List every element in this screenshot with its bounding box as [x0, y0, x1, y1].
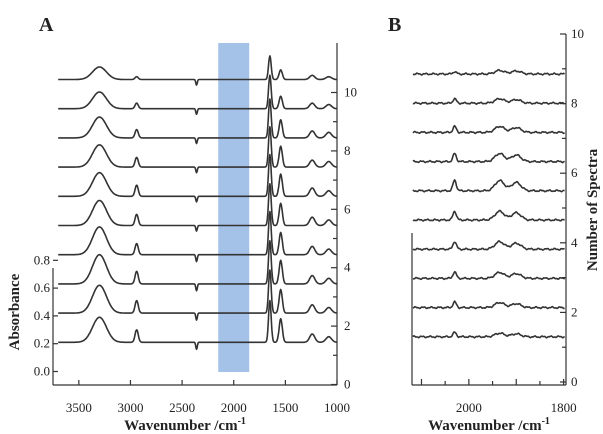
spectrum-a-8: [57, 98, 338, 145]
spectrum-a-5: [57, 183, 338, 232]
b-x-tick-label: 2000: [456, 400, 482, 415]
a-x-tick-label: 1000: [324, 400, 350, 415]
a-right-tick-label: 8: [344, 143, 351, 158]
spectrum-a-7: [57, 126, 338, 174]
b-right-tick-label: 6: [571, 165, 578, 180]
spectrum-b-10: [412, 68, 565, 76]
spectrum-a-2: [57, 269, 338, 321]
spectrum-b-5: [412, 209, 565, 222]
b-right-tick-label: 8: [571, 96, 578, 111]
highlight-band: [218, 43, 250, 372]
a-y-axis-title: Absorbance: [7, 273, 23, 350]
b-right-tick-label: 4: [571, 235, 578, 250]
b-x-tick-label: 1800: [551, 400, 577, 415]
a-x-axis-title-superscript: -1: [238, 416, 246, 427]
b-y-axis-title: Number of Spectra: [585, 148, 601, 271]
a-y-tick-label: 0.0: [34, 364, 50, 379]
a-y-tick-label: 0.2: [34, 336, 50, 351]
a-right-tick-label: 0: [344, 377, 351, 392]
a-right-tick-label: 6: [344, 201, 351, 216]
spectrum-b-9: [412, 97, 566, 105]
a-x-axis-title-text: Wavenumber /cm: [124, 418, 238, 434]
spectrum-a-4: [57, 210, 338, 263]
spectrum-b-6: [412, 179, 565, 193]
a-y-tick-label: 0.8: [34, 252, 50, 267]
a-x-tick-label: 1500: [272, 400, 298, 415]
spectrum-a-6: [57, 153, 338, 203]
panel-a: 0.0 0.2 0.4 0.6 0.8 Absorbance 3500 3000 2500 200…: [7, 14, 357, 434]
spectrum-b-4: [412, 240, 565, 251]
spectrum-a-1: [57, 299, 338, 351]
spectrum-a-3: [57, 240, 338, 292]
spectrum-b-8: [412, 124, 566, 135]
a-right-tick-label: 10: [344, 85, 357, 100]
a-right-tick-label: 4: [344, 260, 351, 275]
panel-a-label: A: [39, 14, 54, 36]
spectrum-a-10: [57, 55, 338, 86]
spectrum-a-9: [57, 74, 338, 116]
b-right-tick-label: 0: [571, 374, 578, 389]
a-right-tick-label: 2: [344, 318, 351, 333]
a-x-tick-label: 3000: [117, 400, 143, 415]
a-y-tick-label: 0.6: [34, 280, 51, 295]
a-x-tick-label: 3500: [66, 400, 92, 415]
a-y-tick-label: 0.4: [34, 308, 51, 323]
spectrum-b-1: [412, 331, 566, 339]
spectrum-b-7: [412, 152, 565, 164]
b-x-axis-title-text: Wavenumber /cm: [428, 418, 542, 434]
a-x-axis-title: Wavenumber /cm-1: [124, 416, 246, 434]
b-x-axis-title-superscript: -1: [542, 416, 550, 427]
a-x-tick-label: 2000: [221, 400, 247, 415]
b-right-tick-label: 10: [571, 26, 584, 41]
b-right-tick-label: 2: [571, 304, 578, 319]
a-x-tick-label: 2500: [169, 400, 195, 415]
panel-b-label: B: [388, 14, 401, 36]
spectrum-b-3: [412, 271, 566, 281]
b-x-axis-title: Wavenumber /cm-1: [428, 416, 550, 434]
spectrum-b-2: [412, 300, 565, 310]
